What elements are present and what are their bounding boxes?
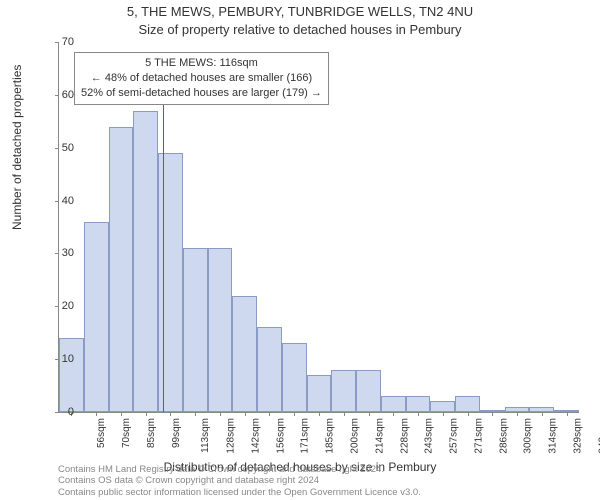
annotation-line: 52% of semi-detached houses are larger (…	[81, 86, 322, 101]
value-marker-line	[163, 64, 164, 412]
x-tick	[443, 412, 444, 416]
y-tick-label: 40	[44, 195, 74, 207]
x-tick-label: 271sqm	[473, 418, 484, 454]
y-tick-label: 50	[44, 142, 74, 154]
y-tick-label: 20	[44, 300, 74, 312]
x-tick-label: 329sqm	[572, 418, 583, 454]
bar	[430, 401, 455, 412]
annotation-line: 5 THE MEWS: 116sqm	[81, 56, 322, 71]
bar	[455, 396, 480, 412]
y-tick-label: 60	[44, 89, 74, 101]
bar	[257, 327, 282, 412]
x-tick	[369, 412, 370, 416]
y-tick-label: 0	[44, 406, 74, 418]
x-tick-label: 200sqm	[350, 418, 361, 454]
x-tick	[468, 412, 469, 416]
bar	[183, 248, 208, 412]
credits: Contains HM Land Registry data © Crown c…	[58, 464, 421, 498]
x-tick	[146, 412, 147, 416]
y-tick-label: 10	[44, 353, 74, 365]
x-tick	[96, 412, 97, 416]
x-tick-label: 286sqm	[498, 418, 509, 454]
credits-line-3: Contains public sector information licen…	[58, 487, 421, 498]
annotation-line: ← 48% of detached houses are smaller (16…	[81, 71, 322, 86]
x-tick	[121, 412, 122, 416]
x-tick-label: 99sqm	[171, 418, 182, 448]
x-tick-label: 257sqm	[449, 418, 460, 454]
y-axis-label: Number of detached properties	[10, 65, 24, 230]
x-tick-label: 142sqm	[251, 418, 262, 454]
x-tick	[170, 412, 171, 416]
bar	[331, 370, 356, 412]
bar	[84, 222, 109, 412]
bar	[406, 396, 431, 412]
credits-line-1: Contains HM Land Registry data © Crown c…	[58, 464, 421, 475]
x-tick	[517, 412, 518, 416]
x-tick-label: 214sqm	[374, 418, 385, 454]
x-tick	[567, 412, 568, 416]
bar	[307, 375, 332, 412]
bar	[232, 296, 257, 412]
x-tick-label: 228sqm	[399, 418, 410, 454]
x-tick	[393, 412, 394, 416]
x-tick	[269, 412, 270, 416]
bar	[158, 153, 183, 412]
title-line-2: Size of property relative to detached ho…	[0, 22, 600, 37]
x-tick	[319, 412, 320, 416]
bar	[59, 338, 84, 412]
x-tick-label: 56sqm	[96, 418, 107, 448]
x-tick	[294, 412, 295, 416]
x-tick	[418, 412, 419, 416]
bar	[356, 370, 381, 412]
x-tick-label: 314sqm	[548, 418, 559, 454]
x-tick-label: 156sqm	[275, 418, 286, 454]
annotation-box: 5 THE MEWS: 116sqm← 48% of detached hous…	[74, 52, 329, 105]
title-line-1: 5, THE MEWS, PEMBURY, TUNBRIDGE WELLS, T…	[0, 4, 600, 19]
x-tick	[542, 412, 543, 416]
x-tick-label: 171sqm	[300, 418, 311, 454]
x-tick	[245, 412, 246, 416]
credits-line-2: Contains OS data © Crown copyright and d…	[58, 475, 421, 486]
x-tick	[344, 412, 345, 416]
x-tick-label: 128sqm	[226, 418, 237, 454]
y-tick-label: 70	[44, 36, 74, 48]
x-tick-label: 70sqm	[121, 418, 132, 448]
bar	[381, 396, 406, 412]
bar	[133, 111, 158, 412]
bar	[208, 248, 233, 412]
x-tick-label: 113sqm	[200, 418, 211, 453]
x-tick-label: 185sqm	[325, 418, 336, 454]
x-tick-label: 243sqm	[424, 418, 435, 454]
x-tick-label: 85sqm	[146, 418, 157, 448]
bar	[109, 127, 134, 412]
chart-container: 5, THE MEWS, PEMBURY, TUNBRIDGE WELLS, T…	[0, 0, 600, 500]
x-tick	[220, 412, 221, 416]
y-tick-label: 30	[44, 247, 74, 259]
x-tick-label: 300sqm	[523, 418, 534, 454]
x-tick	[195, 412, 196, 416]
x-tick	[492, 412, 493, 416]
bar	[282, 343, 307, 412]
